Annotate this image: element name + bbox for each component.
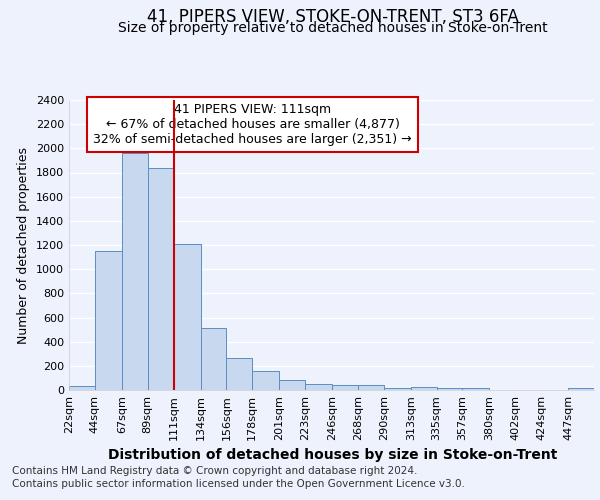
Text: 41, PIPERS VIEW, STOKE-ON-TRENT, ST3 6FA: 41, PIPERS VIEW, STOKE-ON-TRENT, ST3 6FA xyxy=(147,8,519,26)
Bar xyxy=(200,328,226,390)
Bar xyxy=(332,384,358,390)
Bar xyxy=(384,388,411,390)
Bar xyxy=(305,384,332,390)
Text: Contains public sector information licensed under the Open Government Licence v3: Contains public sector information licen… xyxy=(12,479,465,489)
Bar xyxy=(437,388,463,390)
Y-axis label: Number of detached properties: Number of detached properties xyxy=(17,146,31,344)
Bar xyxy=(226,358,252,390)
Bar xyxy=(463,388,490,390)
Text: Distribution of detached houses by size in Stoke-on-Trent: Distribution of detached houses by size … xyxy=(109,448,557,462)
Bar xyxy=(568,388,594,390)
Bar xyxy=(252,372,279,390)
Bar xyxy=(148,168,173,390)
Bar xyxy=(279,380,305,390)
Bar xyxy=(358,385,384,390)
Text: 41 PIPERS VIEW: 111sqm
← 67% of detached houses are smaller (4,877)
32% of semi-: 41 PIPERS VIEW: 111sqm ← 67% of detached… xyxy=(94,103,412,146)
Text: Contains HM Land Registry data © Crown copyright and database right 2024.: Contains HM Land Registry data © Crown c… xyxy=(12,466,418,476)
Text: Size of property relative to detached houses in Stoke-on-Trent: Size of property relative to detached ho… xyxy=(118,21,548,35)
Bar xyxy=(173,244,200,390)
Bar xyxy=(411,387,437,390)
Bar xyxy=(69,386,95,390)
Bar xyxy=(95,251,122,390)
Bar xyxy=(122,153,148,390)
